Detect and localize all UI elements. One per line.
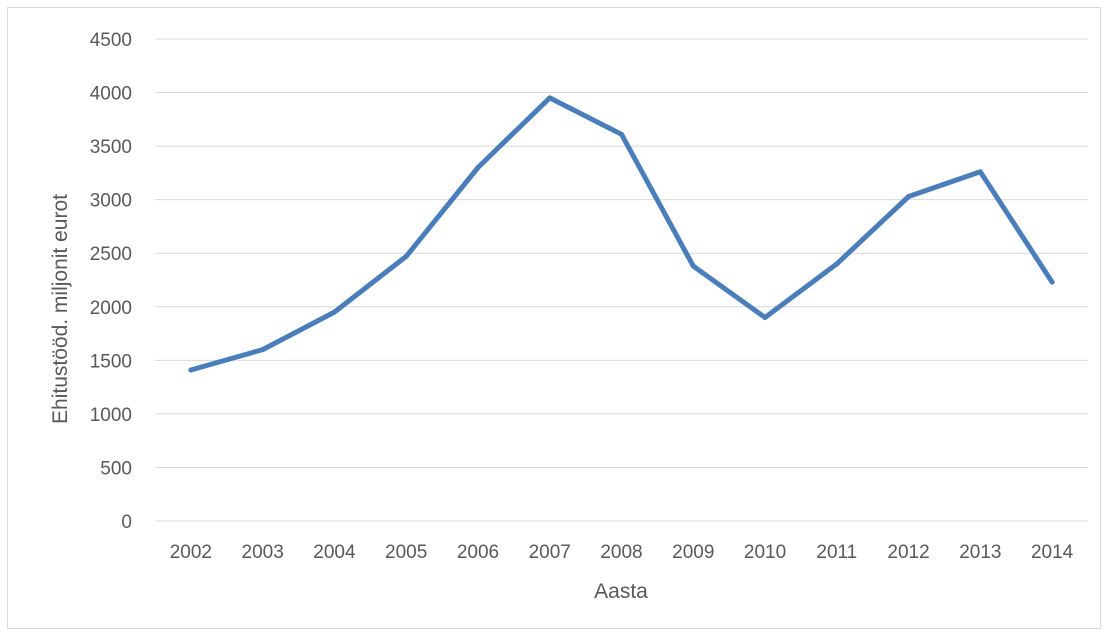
data-point — [403, 253, 409, 259]
y-tick-label: 4500 — [90, 30, 132, 51]
y-tick-label: 2500 — [90, 244, 132, 265]
data-point — [762, 314, 768, 320]
data-point — [977, 169, 983, 175]
x-axis-ticks: 2002 2003 2004 2005 2006 2007 2008 2009 2010 2011… — [170, 542, 1074, 563]
y-axis-ticks: 0 500 1000 1500 2000 2500 3000 3500 4000 4500 — [90, 30, 132, 533]
data-point — [260, 347, 266, 353]
y-tick-label: 2000 — [90, 298, 132, 319]
data-point — [906, 193, 912, 199]
x-tick-label: 2014 — [1031, 542, 1074, 563]
grid-lines — [155, 38, 1088, 522]
x-tick-label: 2011 — [816, 542, 857, 563]
x-tick-label: 2002 — [170, 542, 212, 563]
y-tick-label: 1000 — [90, 405, 132, 426]
chart-frame — [7, 7, 1101, 629]
data-point — [547, 95, 553, 101]
y-tick-label: 1500 — [90, 351, 132, 372]
y-tick-label: 0 — [121, 512, 132, 533]
x-tick-label: 2012 — [887, 542, 929, 563]
x-tick-label: 2010 — [744, 542, 786, 563]
data-point — [834, 261, 840, 267]
data-point — [331, 309, 337, 315]
x-tick-label: 2005 — [385, 542, 427, 563]
y-tick-label: 500 — [100, 458, 132, 479]
series-group — [188, 95, 1055, 373]
y-tick-label: 3000 — [90, 191, 132, 212]
x-tick-label: 2004 — [313, 542, 356, 563]
x-tick-label: 2008 — [600, 542, 642, 563]
x-tick-label: 2003 — [242, 542, 284, 563]
y-tick-label: 4000 — [90, 84, 132, 105]
x-tick-label: 2013 — [959, 542, 1001, 563]
data-point — [619, 131, 624, 137]
x-tick-label: 2009 — [672, 542, 714, 563]
x-tick-label: 2006 — [457, 542, 499, 563]
x-axis-title: Aasta — [594, 580, 648, 603]
data-point — [690, 263, 696, 269]
data-point — [1049, 279, 1055, 285]
y-axis-title: Ehitustööd. miljonit eurot — [49, 194, 72, 424]
y-tick-label: 3500 — [90, 137, 132, 158]
x-tick-label: 2007 — [529, 542, 571, 563]
data-point — [188, 367, 194, 373]
data-point — [475, 165, 481, 171]
series-line — [188, 95, 1055, 373]
